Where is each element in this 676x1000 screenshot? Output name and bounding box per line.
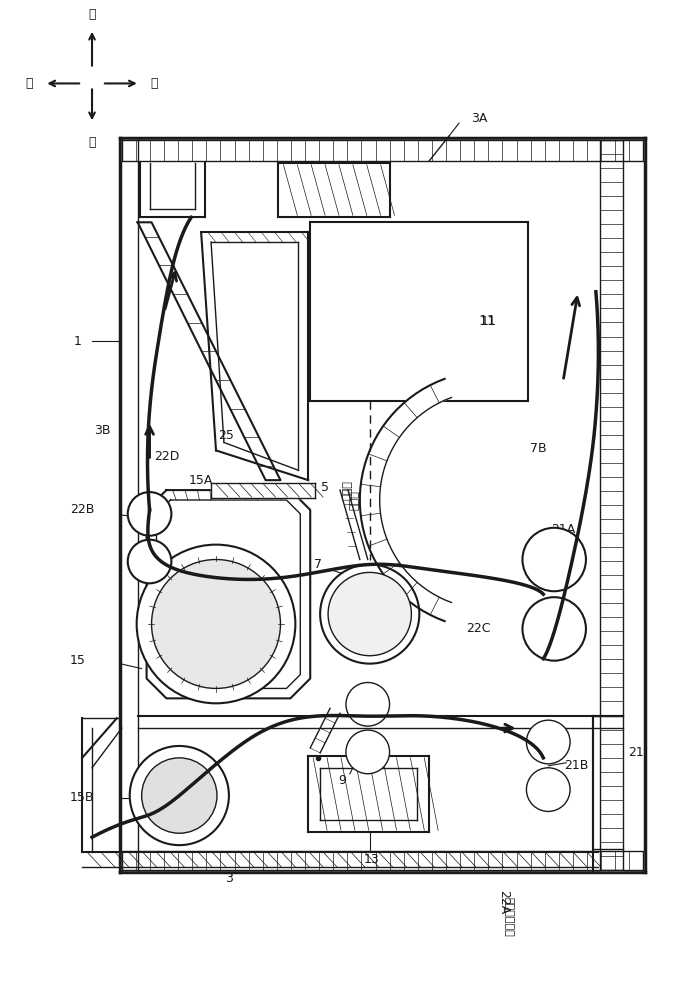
- Text: 手: 手: [26, 77, 33, 90]
- Circle shape: [527, 720, 570, 764]
- Circle shape: [346, 682, 389, 726]
- Circle shape: [128, 492, 172, 536]
- Circle shape: [523, 597, 586, 661]
- Text: 15: 15: [69, 654, 85, 667]
- Text: 5: 5: [321, 481, 329, 494]
- Circle shape: [137, 545, 295, 703]
- Text: 遠: 遠: [89, 8, 96, 21]
- Text: 22C: 22C: [466, 622, 491, 635]
- Text: 近: 近: [89, 136, 96, 149]
- Polygon shape: [600, 140, 623, 870]
- Polygon shape: [122, 140, 644, 161]
- Text: 22B: 22B: [70, 503, 95, 516]
- Polygon shape: [211, 483, 315, 498]
- Text: 7B: 7B: [530, 442, 547, 455]
- Text: 15B: 15B: [70, 791, 95, 804]
- Text: 22D: 22D: [153, 450, 179, 463]
- Polygon shape: [360, 379, 452, 621]
- Text: 13: 13: [364, 853, 380, 866]
- Text: 9: 9: [338, 774, 346, 787]
- Text: 片材輸送路径: 片材輸送路径: [504, 897, 514, 936]
- Circle shape: [320, 564, 419, 664]
- Circle shape: [142, 758, 217, 833]
- Text: 7: 7: [314, 558, 322, 571]
- Polygon shape: [310, 222, 529, 401]
- Text: 21B: 21B: [564, 759, 588, 772]
- Text: 11: 11: [481, 315, 497, 328]
- Text: 3: 3: [225, 872, 233, 885]
- Text: 22A: 22A: [497, 890, 510, 914]
- Text: 3A: 3A: [470, 112, 487, 125]
- Polygon shape: [138, 222, 281, 480]
- Polygon shape: [147, 490, 310, 698]
- Text: 奥: 奥: [151, 77, 158, 90]
- Text: 21A: 21A: [551, 523, 575, 536]
- Text: 21: 21: [627, 746, 644, 759]
- Circle shape: [151, 560, 281, 688]
- Text: 25: 25: [218, 429, 234, 442]
- Text: 11: 11: [479, 314, 497, 328]
- Circle shape: [128, 540, 172, 583]
- Circle shape: [527, 768, 570, 811]
- Text: 激光束: 激光束: [350, 490, 360, 510]
- Text: 3B: 3B: [94, 424, 110, 437]
- Circle shape: [328, 572, 412, 656]
- Text: 15A: 15A: [189, 474, 214, 487]
- Polygon shape: [122, 851, 644, 870]
- Text: 激光束: 激光束: [343, 480, 353, 500]
- Text: 1: 1: [73, 335, 81, 348]
- Text: 7A: 7A: [386, 632, 403, 645]
- Circle shape: [346, 730, 389, 774]
- Circle shape: [523, 528, 586, 591]
- Circle shape: [130, 746, 229, 845]
